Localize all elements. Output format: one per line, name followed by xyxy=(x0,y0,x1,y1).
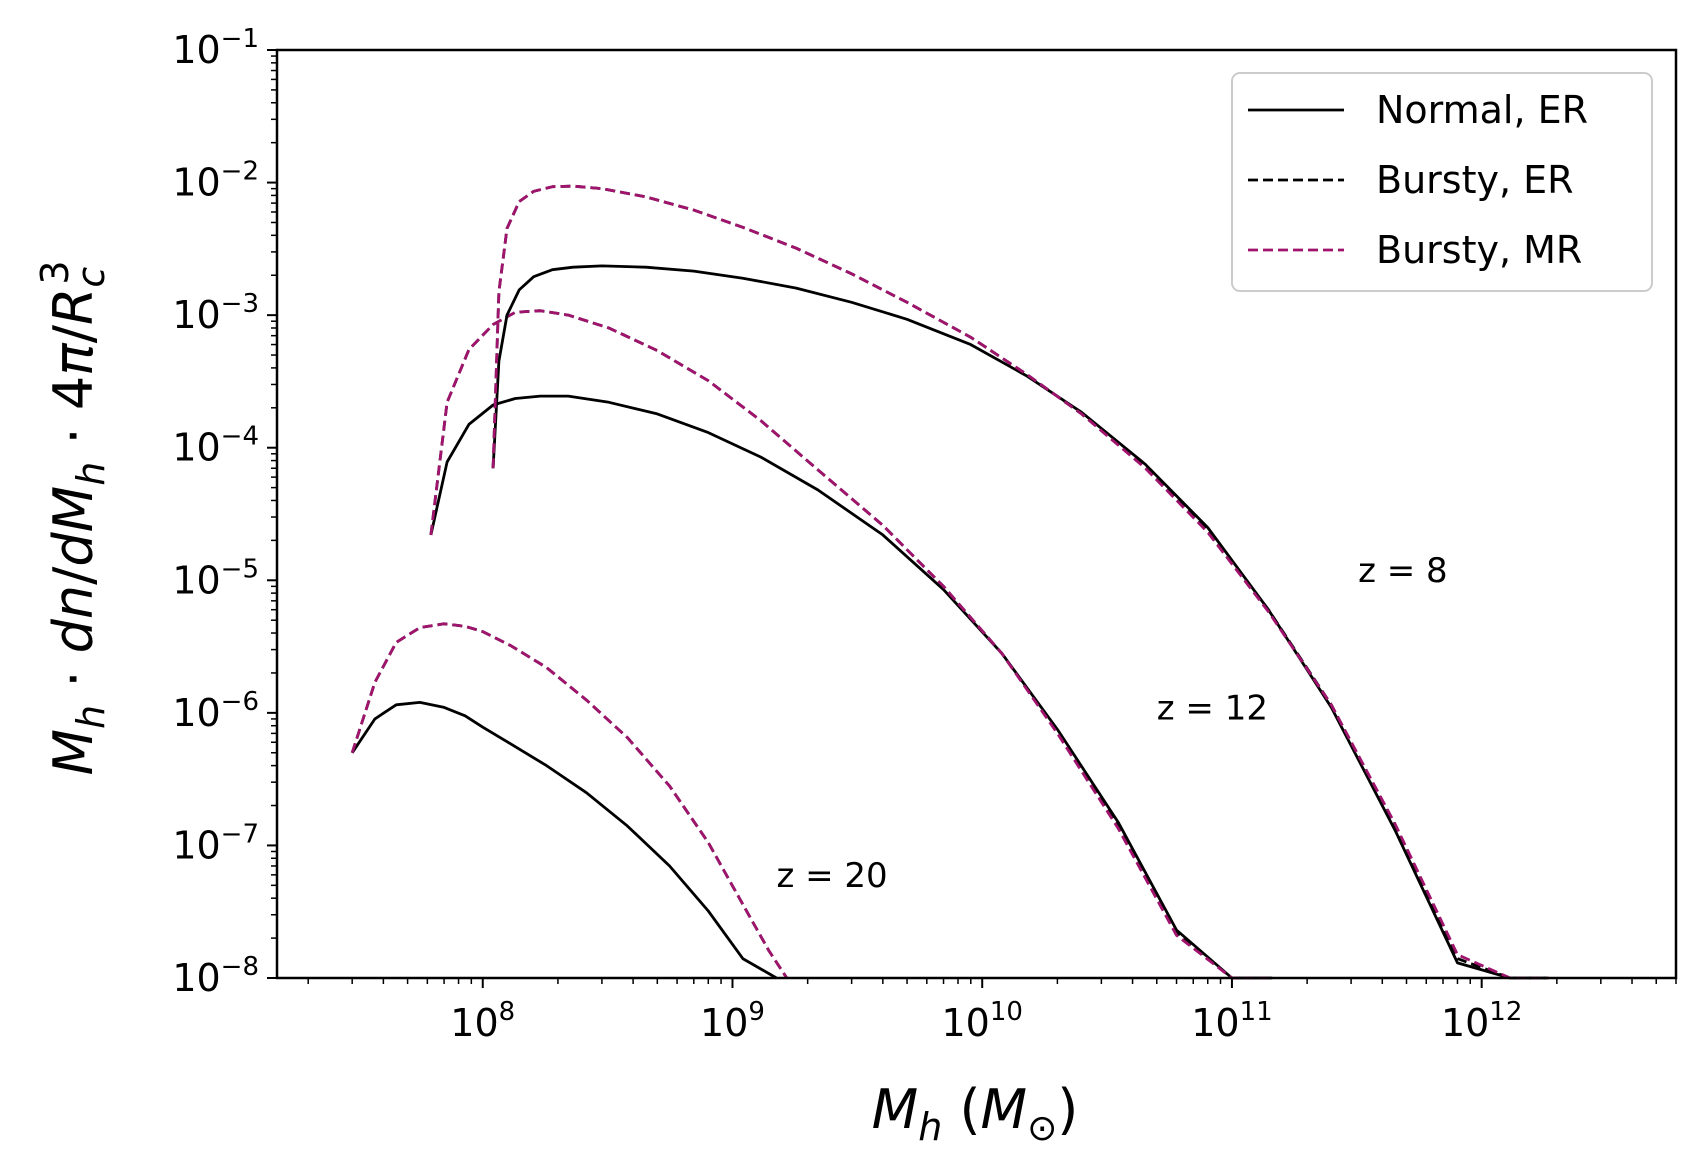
x-tick-label: 1011 xyxy=(1191,997,1272,1045)
annotations: z = 20 z = 12 z = 8 xyxy=(776,551,1447,896)
annotation-12: z = 12 xyxy=(1157,688,1268,728)
y-tick-label: 10−8 xyxy=(172,952,259,1000)
y-tick-label: 10−1 xyxy=(172,24,259,72)
legend: Normal, ER Bursty, ER Bursty, MR xyxy=(1231,72,1653,292)
plot-frame xyxy=(275,48,1678,980)
series-line-normal-er-8 xyxy=(491,264,1546,980)
y-tick-label: 10−6 xyxy=(172,687,259,735)
legend-box xyxy=(1231,72,1653,292)
series-line-bursty-er-20 xyxy=(350,622,788,979)
x-tick-label: 108 xyxy=(450,997,515,1045)
annotation-20: z = 20 xyxy=(776,856,887,896)
legend-label-2: Bursty, ER xyxy=(1376,158,1574,202)
x-tick-label: 109 xyxy=(700,997,765,1045)
x-tick-label: 1012 xyxy=(1441,997,1522,1045)
series-line-normal-er-20 xyxy=(351,701,778,980)
legend-label-3: Bursty, MR xyxy=(1376,228,1582,272)
y-axis-label: Mh · dn/dMh · 4π/Rc3 xyxy=(33,260,113,775)
plot-lines xyxy=(350,184,1549,980)
series-line-bursty-mr-20 xyxy=(350,622,788,979)
annotation-8: z = 8 xyxy=(1358,551,1448,591)
legend-label-1: Normal, ER xyxy=(1376,88,1588,132)
x-tick-label: 1010 xyxy=(941,997,1022,1045)
axis-tick-labels: 108 109 1010 1011 1012 10−8 10−7 10−6 10−5 10−4 10… xyxy=(172,24,1522,1045)
y-tick-label: 10−2 xyxy=(172,157,259,205)
y-tick-label: 10−3 xyxy=(172,289,259,337)
axis-ticks xyxy=(267,49,1677,988)
series-line-bursty-mr-12 xyxy=(429,309,1273,980)
y-tick-label: 10−4 xyxy=(172,422,259,470)
series-line-bursty-mr-8 xyxy=(491,184,1549,980)
x-axis-label: Mh (M⊙) xyxy=(872,1078,1079,1149)
y-tick-label: 10−7 xyxy=(172,819,259,867)
y-tick-label: 10−5 xyxy=(172,554,259,602)
